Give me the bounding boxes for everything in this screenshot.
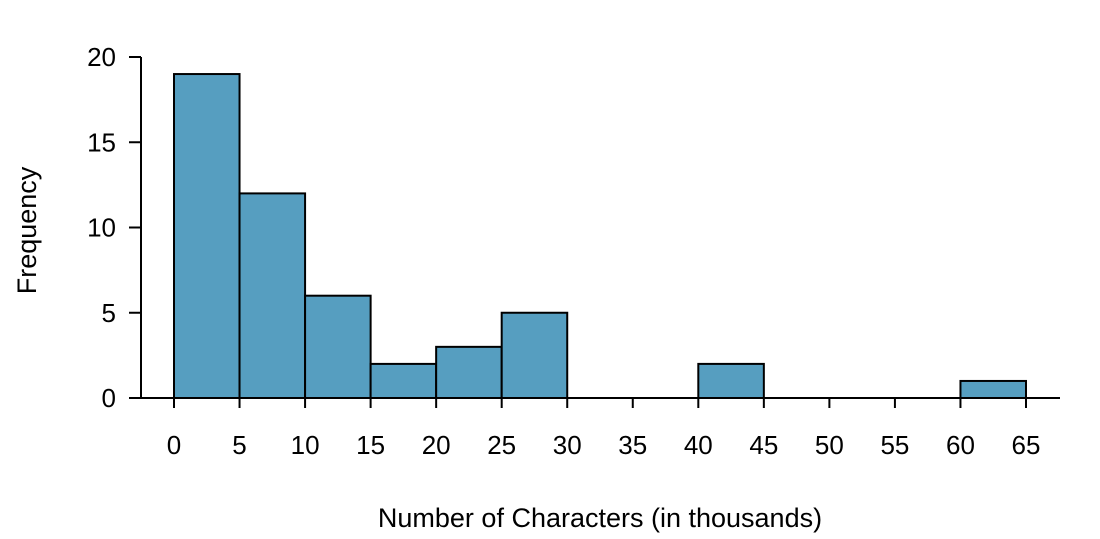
x-tick-label-5: 5 — [232, 430, 246, 460]
x-tick-label-35: 35 — [618, 430, 647, 460]
y-tick-label-20: 20 — [87, 42, 116, 72]
y-tick-label-10: 10 — [87, 213, 116, 243]
x-tick-label-55: 55 — [880, 430, 909, 460]
histogram-bar-15-20 — [369, 362, 438, 399]
x-tick-label-0: 0 — [167, 430, 181, 460]
x-tick-label-15: 15 — [356, 430, 385, 460]
x-tick-label-65: 65 — [1012, 430, 1041, 460]
x-tick-label-30: 30 — [553, 430, 582, 460]
histogram-bar-25-30 — [500, 311, 569, 399]
histogram-bar-0-5 — [173, 73, 241, 400]
x-tick-label-20: 20 — [422, 430, 451, 460]
x-tick-label-60: 60 — [946, 430, 975, 460]
y-axis-title: Frequency — [12, 166, 42, 294]
histogram-bar-60-65 — [959, 379, 1028, 400]
x-tick-label-50: 50 — [815, 430, 844, 460]
x-tick-label-40: 40 — [684, 430, 713, 460]
y-tick-label-0: 0 — [102, 383, 116, 413]
bars-group — [173, 73, 1028, 400]
x-tick-label-45: 45 — [749, 430, 778, 460]
x-tick-label-10: 10 — [291, 430, 320, 460]
y-tick-label-15: 15 — [87, 127, 116, 157]
histogram-bar-5-10 — [238, 192, 307, 399]
x-axis: 0 5 10 15 20 25 30 35 40 45 50 55 60 65 — [141, 397, 1060, 460]
x-tick-label-25: 25 — [487, 430, 516, 460]
x-axis-title: Number of Characters (in thousands) — [378, 503, 822, 533]
y-tick-label-5: 5 — [102, 298, 116, 328]
y-axis: 0 5 10 15 20 — [87, 42, 142, 413]
histogram-bar-40-45 — [697, 362, 765, 399]
histogram-bar-10-15 — [304, 294, 372, 400]
histogram-bar-20-25 — [435, 345, 503, 400]
